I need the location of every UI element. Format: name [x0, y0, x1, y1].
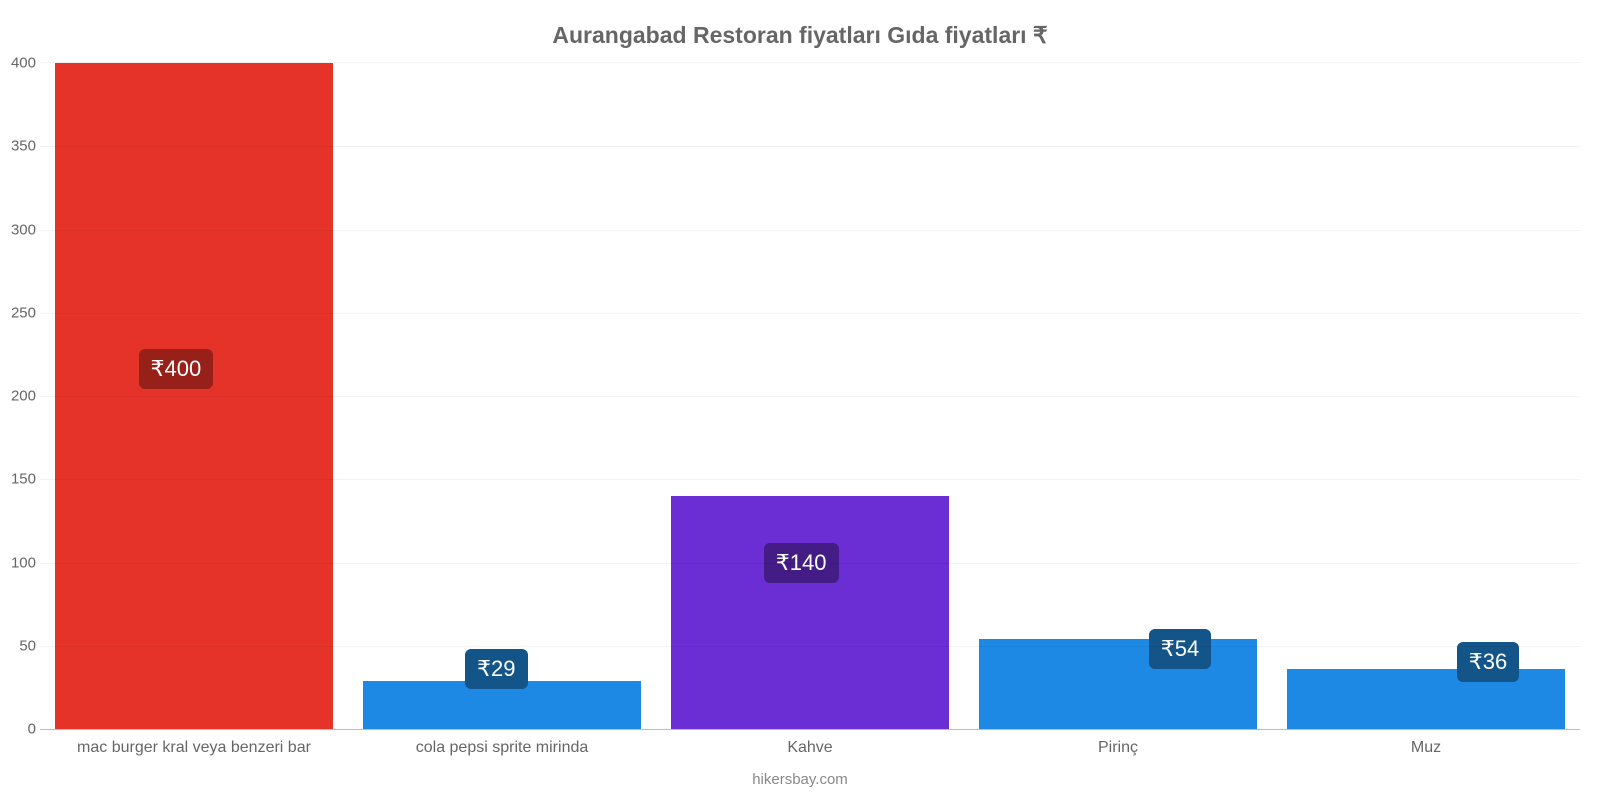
- x-tick-label: cola pepsi sprite mirinda: [348, 739, 656, 757]
- y-tick-label: 400: [2, 55, 36, 72]
- plot-area: mac burger kral veya benzeri bar₹400cola…: [40, 62, 1580, 730]
- gridline: [40, 146, 1580, 147]
- watermark: hikersbay.com: [0, 771, 1600, 788]
- x-tick-label: Pirinç: [964, 739, 1272, 757]
- gridline: [40, 479, 1580, 480]
- bar: [979, 639, 1256, 729]
- gridline: [40, 646, 1580, 647]
- y-tick-label: 150: [2, 471, 36, 488]
- y-tick-label: 200: [2, 388, 36, 405]
- y-tick-label: 300: [2, 221, 36, 238]
- gridline: [40, 396, 1580, 397]
- y-tick-label: 100: [2, 554, 36, 571]
- x-tick-label: mac burger kral veya benzeri bar: [40, 739, 348, 757]
- bar: [1287, 669, 1564, 729]
- value-badge: ₹36: [1457, 642, 1519, 682]
- gridline: [40, 563, 1580, 564]
- chart-title: Aurangabad Restoran fiyatları Gıda fiyat…: [0, 0, 1600, 57]
- value-badge: ₹54: [1149, 629, 1211, 669]
- y-tick-label: 250: [2, 304, 36, 321]
- y-tick-label: 350: [2, 138, 36, 155]
- y-tick-label: 0: [2, 721, 36, 738]
- bar: [671, 496, 948, 729]
- x-tick-label: Kahve: [656, 739, 964, 757]
- gridline: [40, 230, 1580, 231]
- value-badge: ₹29: [465, 649, 527, 689]
- x-tick-label: Muz: [1272, 739, 1580, 757]
- price-chart: Aurangabad Restoran fiyatları Gıda fiyat…: [0, 0, 1600, 800]
- value-badge: ₹400: [139, 349, 214, 389]
- y-tick-label: 50: [2, 637, 36, 654]
- gridline: [40, 313, 1580, 314]
